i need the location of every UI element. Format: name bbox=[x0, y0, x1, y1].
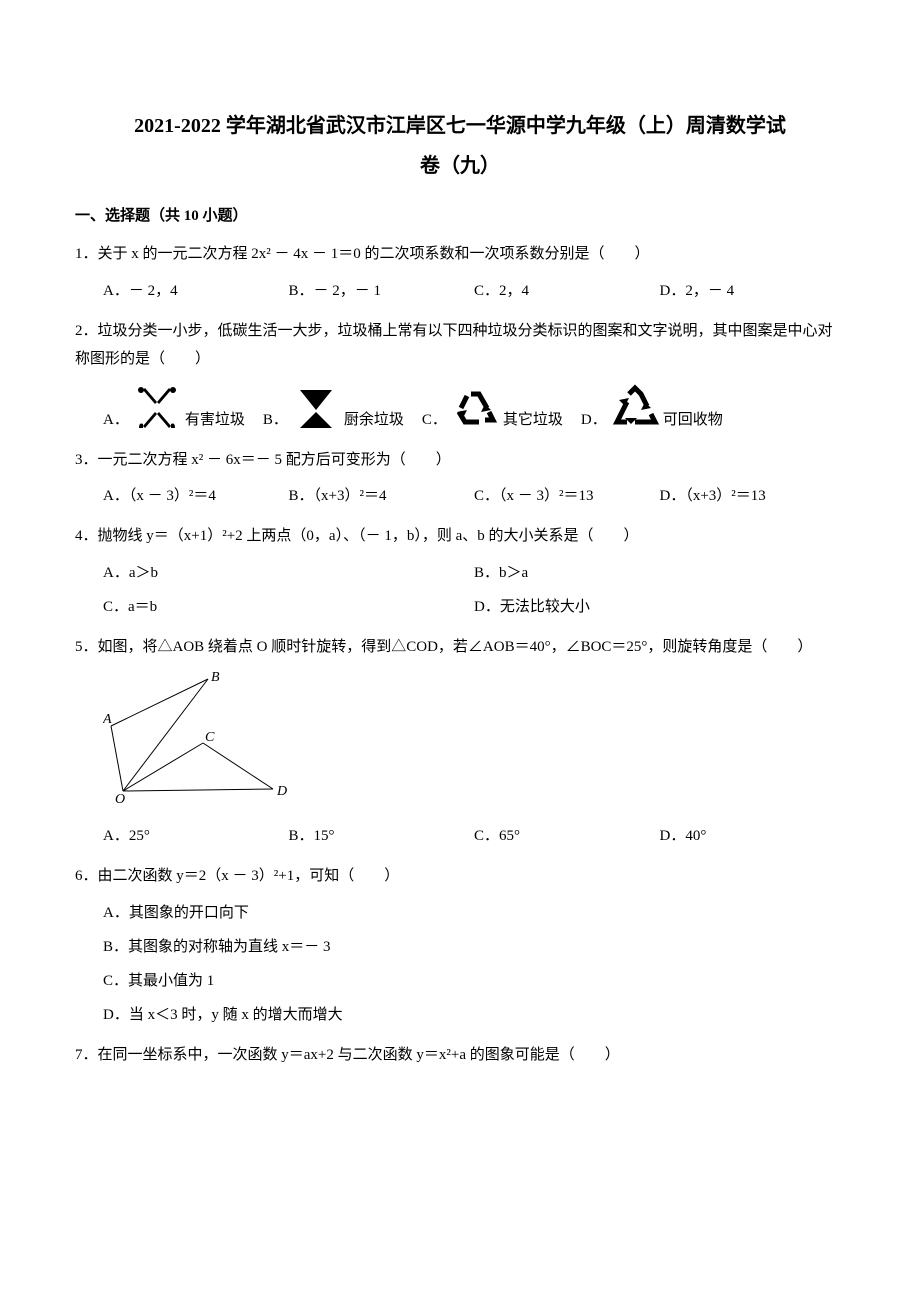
q6-option-b: B．其图象的对称轴为直线 x＝－ 3 bbox=[103, 935, 845, 959]
q2-a-label: 有害垃圾 bbox=[185, 408, 245, 432]
section-header-1: 一、选择题（共 10 小题） bbox=[75, 204, 845, 228]
question-6: 6．由二次函数 y＝2（x － 3）²+1，可知（ ） A．其图象的开口向下 B… bbox=[75, 862, 845, 1027]
q5-option-d: D．40° bbox=[660, 824, 846, 848]
question-7: 7．在同一坐标系中，一次函数 y＝ax+2 与二次函数 y＝x²+a 的图象可能… bbox=[75, 1041, 845, 1070]
q4-option-a: A．a＞b bbox=[103, 561, 474, 585]
q2-option-b: B． 厨余垃圾 bbox=[263, 384, 404, 432]
q1-option-c: C．2，4 bbox=[474, 279, 660, 303]
q5-option-c: C．65° bbox=[474, 824, 660, 848]
q5-label-o: O bbox=[115, 792, 125, 806]
question-2: 2．垃圾分类一小步，低碳生活一大步，垃圾桶上常有以下四种垃圾分类标识的图案和文字… bbox=[75, 317, 845, 432]
q5-label-c: C bbox=[205, 730, 215, 745]
q2-a-prefix: A． bbox=[103, 408, 129, 432]
q5-diagram: A B C D O bbox=[75, 671, 845, 814]
q6-option-a: A．其图象的开口向下 bbox=[103, 901, 845, 925]
q2-c-prefix: C． bbox=[422, 408, 447, 432]
q3-option-c: C．（x － 3）²＝13 bbox=[474, 484, 660, 508]
question-4-options: A．a＞b B．b＞a C．a＝b D．无法比较大小 bbox=[75, 561, 845, 619]
question-1-text: 1．关于 x 的一元二次方程 2x² － 4x － 1＝0 的二次项系数和一次项… bbox=[75, 240, 845, 269]
q6-option-c: C．其最小值为 1 bbox=[103, 969, 845, 993]
q2-b-prefix: B． bbox=[263, 408, 288, 432]
question-5: 5．如图，将△AOB 绕着点 O 顺时针旋转，得到△COD，若∠AOB＝40°，… bbox=[75, 633, 845, 849]
q4-option-d: D．无法比较大小 bbox=[474, 595, 845, 619]
q2-d-label: 可回收物 bbox=[663, 408, 723, 432]
q4-option-b: B．b＞a bbox=[474, 561, 845, 585]
question-3: 3．一元二次方程 x² － 6x＝－ 5 配方后可变形为（ ） A．（x － 3… bbox=[75, 446, 845, 509]
hazardous-waste-icon bbox=[133, 384, 181, 432]
q5-option-a: A．25° bbox=[103, 824, 289, 848]
q4-option-c: C．a＝b bbox=[103, 595, 474, 619]
question-2-options: A． 有害垃圾 B． bbox=[75, 384, 845, 432]
q1-option-a: A．－ 2，4 bbox=[103, 279, 289, 303]
question-4-text: 4．抛物线 y＝（x+1）²+2 上两点（0，a）、（－ 1，b），则 a、b … bbox=[75, 522, 845, 551]
question-3-text: 3．一元二次方程 x² － 6x＝－ 5 配方后可变形为（ ） bbox=[75, 446, 845, 475]
question-2-text: 2．垃圾分类一小步，低碳生活一大步，垃圾桶上常有以下四种垃圾分类标识的图案和文字… bbox=[75, 317, 845, 374]
q2-option-a: A． 有害垃圾 bbox=[103, 384, 245, 432]
q5-label-b: B bbox=[211, 671, 220, 685]
q3-option-d: D．（x+3）²＝13 bbox=[660, 484, 846, 508]
q6-option-d: D．当 x＜3 时，y 随 x 的增大而增大 bbox=[103, 1003, 845, 1027]
question-6-options: A．其图象的开口向下 B．其图象的对称轴为直线 x＝－ 3 C．其最小值为 1 … bbox=[75, 901, 845, 1027]
q3-option-a: A．（x － 3）²＝4 bbox=[103, 484, 289, 508]
other-waste-icon bbox=[451, 384, 499, 432]
q5-option-b: B．15° bbox=[289, 824, 475, 848]
question-7-text: 7．在同一坐标系中，一次函数 y＝ax+2 与二次函数 y＝x²+a 的图象可能… bbox=[75, 1041, 845, 1070]
q2-c-label: 其它垃圾 bbox=[503, 408, 563, 432]
question-1-options: A．－ 2，4 B．－ 2，－ 1 C．2，4 D．2，－ 4 bbox=[75, 279, 845, 303]
q2-option-c: C． 其它垃圾 bbox=[422, 384, 563, 432]
q2-option-d: D． 可回收物 bbox=[581, 384, 723, 432]
page-title-line1: 2021-2022 学年湖北省武汉市江岸区七一华源中学九年级（上）周清数学试 bbox=[75, 110, 845, 142]
question-5-text: 5．如图，将△AOB 绕着点 O 顺时针旋转，得到△COD，若∠AOB＝40°，… bbox=[75, 633, 845, 662]
q2-d-prefix: D． bbox=[581, 408, 607, 432]
question-4: 4．抛物线 y＝（x+1）²+2 上两点（0，a）、（－ 1，b），则 a、b … bbox=[75, 522, 845, 619]
page-title-line2: 卷（九） bbox=[75, 150, 845, 182]
question-3-options: A．（x － 3）²＝4 B．（x+3）²＝4 C．（x － 3）²＝13 D．… bbox=[75, 484, 845, 508]
question-1: 1．关于 x 的一元二次方程 2x² － 4x － 1＝0 的二次项系数和一次项… bbox=[75, 240, 845, 303]
q3-option-b: B．（x+3）²＝4 bbox=[289, 484, 475, 508]
q5-label-a: A bbox=[103, 712, 112, 727]
food-waste-icon bbox=[292, 384, 340, 432]
q1-option-d: D．2，－ 4 bbox=[660, 279, 846, 303]
question-6-text: 6．由二次函数 y＝2（x － 3）²+1，可知（ ） bbox=[75, 862, 845, 891]
q2-b-label: 厨余垃圾 bbox=[344, 408, 404, 432]
question-5-options: A．25° B．15° C．65° D．40° bbox=[75, 824, 845, 848]
recyclable-icon bbox=[611, 384, 659, 432]
q1-option-b: B．－ 2，－ 1 bbox=[289, 279, 475, 303]
q5-label-d: D bbox=[276, 784, 287, 799]
